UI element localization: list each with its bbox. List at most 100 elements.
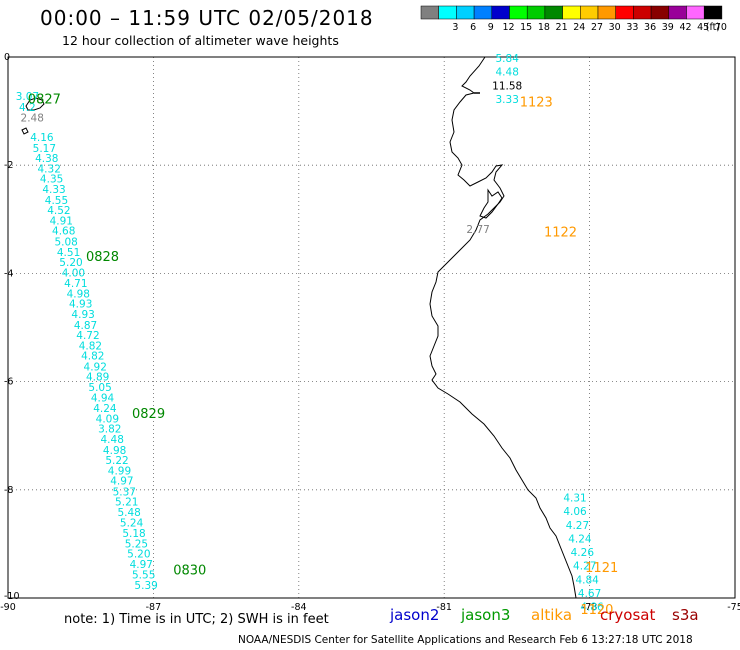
wave-height-value: 3.07 bbox=[16, 91, 39, 103]
legend-label: 27 bbox=[591, 22, 603, 33]
wave-height-value: 4.72 bbox=[76, 330, 99, 342]
page-subtitle: 12 hour collection of altimeter wave hei… bbox=[62, 33, 339, 48]
wave-height-value: 5.20 bbox=[59, 257, 82, 269]
wave-height-value: 4.52 bbox=[47, 205, 70, 217]
legend-swatch bbox=[686, 5, 705, 20]
legend-label: 33 bbox=[626, 22, 638, 33]
wave-height-value: 4.87 bbox=[74, 320, 97, 332]
wave-height-value: 4.24 bbox=[568, 533, 592, 545]
legend-label: 12 bbox=[502, 22, 514, 33]
legend-label: 21 bbox=[556, 22, 568, 33]
wave-height-value: 5.25 bbox=[125, 538, 148, 550]
wave-height-value: 5.17 bbox=[33, 143, 56, 155]
wave-height-value: 4.97 bbox=[130, 559, 153, 571]
island-galapagos-south bbox=[21, 127, 29, 135]
legend-swatch bbox=[526, 5, 546, 20]
wave-height-value: 11.58 bbox=[492, 81, 522, 93]
wave-height-value: 4.67 bbox=[578, 588, 601, 600]
wave-height-value: 4.16 bbox=[30, 132, 54, 144]
map-frame bbox=[7, 56, 736, 599]
footer-credit: NOAA/NESDIS Center for Satellite Applica… bbox=[238, 634, 693, 646]
legend-swatch bbox=[509, 5, 528, 20]
pass-time-label: 1120 bbox=[580, 603, 613, 618]
wave-height-value: 4.33 bbox=[42, 184, 65, 196]
wave-height-value: 4.98 bbox=[103, 445, 126, 457]
wave-height-value: 5.05 bbox=[88, 382, 111, 394]
wave-height-value: 4.68 bbox=[52, 226, 75, 238]
wave-height-value: 5.39 bbox=[134, 580, 157, 592]
legend-swatch bbox=[420, 5, 439, 20]
legend-label: 30 bbox=[609, 22, 621, 33]
wave-height-value: 4.82 bbox=[81, 351, 104, 363]
wave-height-values: 3.074.22.484.165.174.384.324.354.334.554… bbox=[16, 53, 604, 614]
legend-label: 9 bbox=[488, 22, 494, 33]
lat-tick-label: -10 bbox=[4, 591, 20, 602]
footer-note: note: 1) Time is in UTC; 2) SWH is in fe… bbox=[64, 612, 329, 627]
wave-height-value: 4.94 bbox=[91, 392, 115, 404]
wave-height-value: 4.31 bbox=[563, 492, 586, 504]
wave-height-value: 4.71 bbox=[64, 278, 87, 290]
wave-height-value: 4.24 bbox=[93, 403, 117, 415]
legend-swatch bbox=[491, 5, 510, 20]
satellite-jason3: jason3 bbox=[461, 606, 511, 624]
wave-height-value: 3.33 bbox=[496, 94, 519, 106]
wave-height-value: 4.27 bbox=[573, 561, 596, 573]
wave-height-value: 4.09 bbox=[96, 413, 119, 425]
coastline-estuary bbox=[479, 188, 503, 219]
wave-height-value: 4.98 bbox=[67, 288, 90, 300]
wave-height-value: 5.22 bbox=[105, 455, 128, 467]
legend-label: 3 bbox=[452, 22, 458, 33]
satellite-s3a: s3a bbox=[672, 606, 699, 624]
wave-height-value: 4.48 bbox=[101, 434, 124, 446]
lon-tick-label: -90 bbox=[0, 602, 16, 613]
wave-height-value: 4.86 bbox=[580, 602, 604, 614]
legend-swatch bbox=[615, 5, 634, 20]
lat-tick-label: 0 bbox=[4, 52, 10, 63]
legend-label: 15 bbox=[520, 22, 532, 33]
legend-label: 18 bbox=[538, 22, 550, 33]
legend-unit: (ft) bbox=[706, 22, 720, 33]
lat-tick-label: -2 bbox=[4, 160, 13, 171]
wave-height-value: 4.32 bbox=[38, 163, 61, 175]
wave-height-value: 4.82 bbox=[79, 340, 102, 352]
wave-height-value: 4.55 bbox=[45, 195, 68, 207]
wave-height-value: 5.20 bbox=[127, 549, 150, 561]
island-galapagos-north bbox=[25, 97, 45, 111]
wave-height-value: 5.21 bbox=[115, 497, 138, 509]
pass-time-label: 0828 bbox=[86, 250, 119, 265]
legend-swatch bbox=[544, 5, 563, 20]
wave-height-value: 4.92 bbox=[84, 361, 107, 373]
satellite-altika: altika bbox=[531, 606, 573, 624]
pass-time-label: 1123 bbox=[520, 95, 553, 110]
satellite-cryosat: cryosat bbox=[600, 606, 656, 624]
legend-swatch bbox=[597, 5, 616, 20]
legend-swatch bbox=[473, 5, 493, 20]
wave-height-value: 4.06 bbox=[563, 506, 587, 518]
legend-label: 39 bbox=[662, 22, 674, 33]
wave-height-value: 3.82 bbox=[98, 424, 121, 436]
wave-height-value: 4.51 bbox=[57, 247, 80, 259]
wave-height-value: 2.48 bbox=[21, 113, 44, 125]
legend-label: 24 bbox=[573, 22, 585, 33]
legend-label: 42 bbox=[679, 22, 691, 33]
lon-tick-label: -84 bbox=[291, 602, 307, 613]
wave-height-value: 5.37 bbox=[113, 486, 136, 498]
wave-height-value: 4.91 bbox=[50, 215, 73, 227]
pass-time-label: 1121 bbox=[585, 561, 618, 576]
legend-swatch bbox=[633, 5, 652, 20]
wave-height-value: 4.97 bbox=[110, 476, 133, 488]
wave-height-value: 2.77 bbox=[466, 224, 489, 236]
lat-tick-label: -8 bbox=[4, 485, 13, 496]
pass-time-label: 1122 bbox=[544, 226, 577, 241]
wave-height-value: 4.99 bbox=[108, 465, 131, 477]
legend-swatch bbox=[650, 5, 670, 20]
wave-height-value: 5.84 bbox=[496, 53, 520, 65]
lat-tick-label: -4 bbox=[4, 268, 13, 279]
wave-height-value: 5.55 bbox=[132, 570, 155, 582]
pass-time-label: 0827 bbox=[28, 93, 61, 108]
wave-height-value: 5.08 bbox=[54, 236, 77, 248]
wave-height-value: 5.24 bbox=[120, 517, 144, 529]
wave-height-value: 4.35 bbox=[40, 174, 63, 186]
